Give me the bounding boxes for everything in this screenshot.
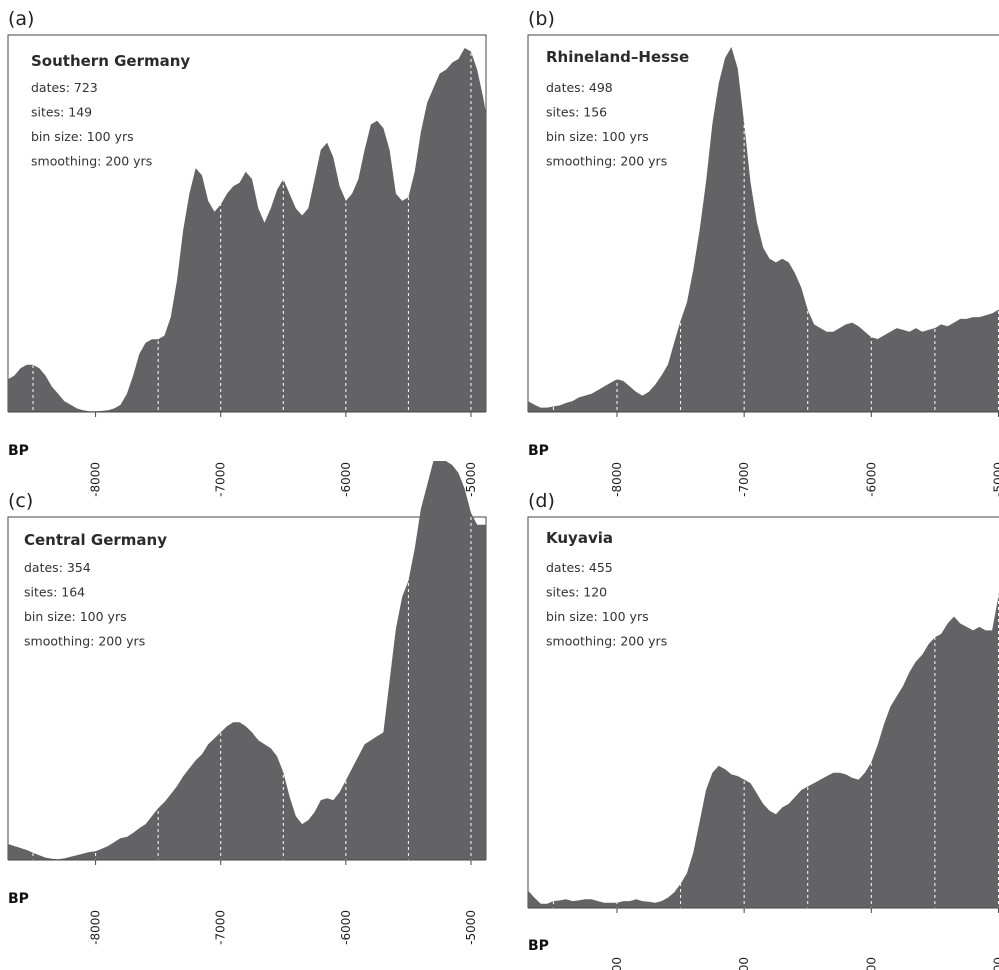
stat-line: dates: 723 — [31, 80, 98, 95]
x-tick-label: -7000 — [214, 462, 228, 497]
stat-line: smoothing: 200 yrs — [31, 154, 152, 169]
panel-label: (c) — [8, 490, 33, 512]
density-area — [528, 47, 999, 412]
stat-line: dates: 455 — [546, 560, 613, 575]
stat-line: dates: 498 — [546, 80, 613, 95]
stat-line: smoothing: 200 yrs — [24, 634, 145, 649]
stat-line: bin size: 100 yrs — [546, 609, 649, 624]
plot-frame — [527, 516, 999, 908]
x-axis-label: BP — [528, 443, 549, 459]
plot-frame — [527, 34, 999, 412]
stat-line: bin size: 100 yrs — [24, 609, 127, 624]
stat-line: smoothing: 200 yrs — [546, 634, 667, 649]
chart-panel-4: (d) Kuyavia dates: 455 sites: 120 bin size: … — [527, 490, 999, 970]
panel-label: (a) — [8, 8, 34, 30]
x-tick-label: -7000 — [214, 910, 228, 945]
stat-line: sites: 156 — [546, 105, 607, 120]
density-area — [8, 461, 486, 860]
chart-panel-3: (c) Central Germany dates: 354 sites: 164 bi… — [7, 461, 487, 945]
x-tick-label: -8000 — [610, 462, 624, 497]
chart-title: Rhineland–Hesse — [546, 48, 689, 66]
x-tick-label: -6000 — [864, 462, 878, 497]
density-area — [8, 48, 486, 412]
stat-line: bin size: 100 yrs — [31, 129, 134, 144]
x-tick-label: -8000 — [610, 957, 624, 970]
x-tick-label: -8000 — [89, 462, 103, 497]
x-tick-label: -5000 — [991, 957, 999, 970]
x-tick-label: -6000 — [339, 910, 353, 945]
x-tick-label: -5000 — [464, 910, 478, 945]
chart-panel-2: (b) Rhineland–Hesse dates: 498 sites: 156 bi… — [527, 8, 999, 497]
chart-title: Kuyavia — [546, 529, 613, 547]
panel-label: (d) — [528, 490, 555, 512]
chart-panel-1: (a) Southern Germany dates: 723 sites: 149 b… — [7, 8, 487, 497]
x-tick-label: -7000 — [737, 462, 751, 497]
stat-line: sites: 149 — [31, 105, 92, 120]
chart-title: Southern Germany — [31, 52, 190, 70]
stat-line: sites: 164 — [24, 585, 85, 600]
x-tick-label: -5000 — [991, 462, 999, 497]
stat-line: smoothing: 200 yrs — [546, 154, 667, 169]
density-area — [528, 592, 999, 908]
panel-label: (b) — [528, 8, 555, 30]
x-axis-label: BP — [8, 891, 29, 907]
x-axis-label: BP — [8, 443, 29, 459]
x-tick-label: -7000 — [737, 957, 751, 970]
stat-line: sites: 120 — [546, 585, 607, 600]
chart-title: Central Germany — [24, 531, 167, 549]
x-axis-label: BP — [528, 938, 549, 954]
x-tick-label: -8000 — [89, 910, 103, 945]
stat-line: dates: 354 — [24, 560, 91, 575]
x-tick-label: -6000 — [339, 462, 353, 497]
x-tick-label: -6000 — [864, 957, 878, 970]
stat-line: bin size: 100 yrs — [546, 129, 649, 144]
x-tick-label: -5000 — [464, 462, 478, 497]
